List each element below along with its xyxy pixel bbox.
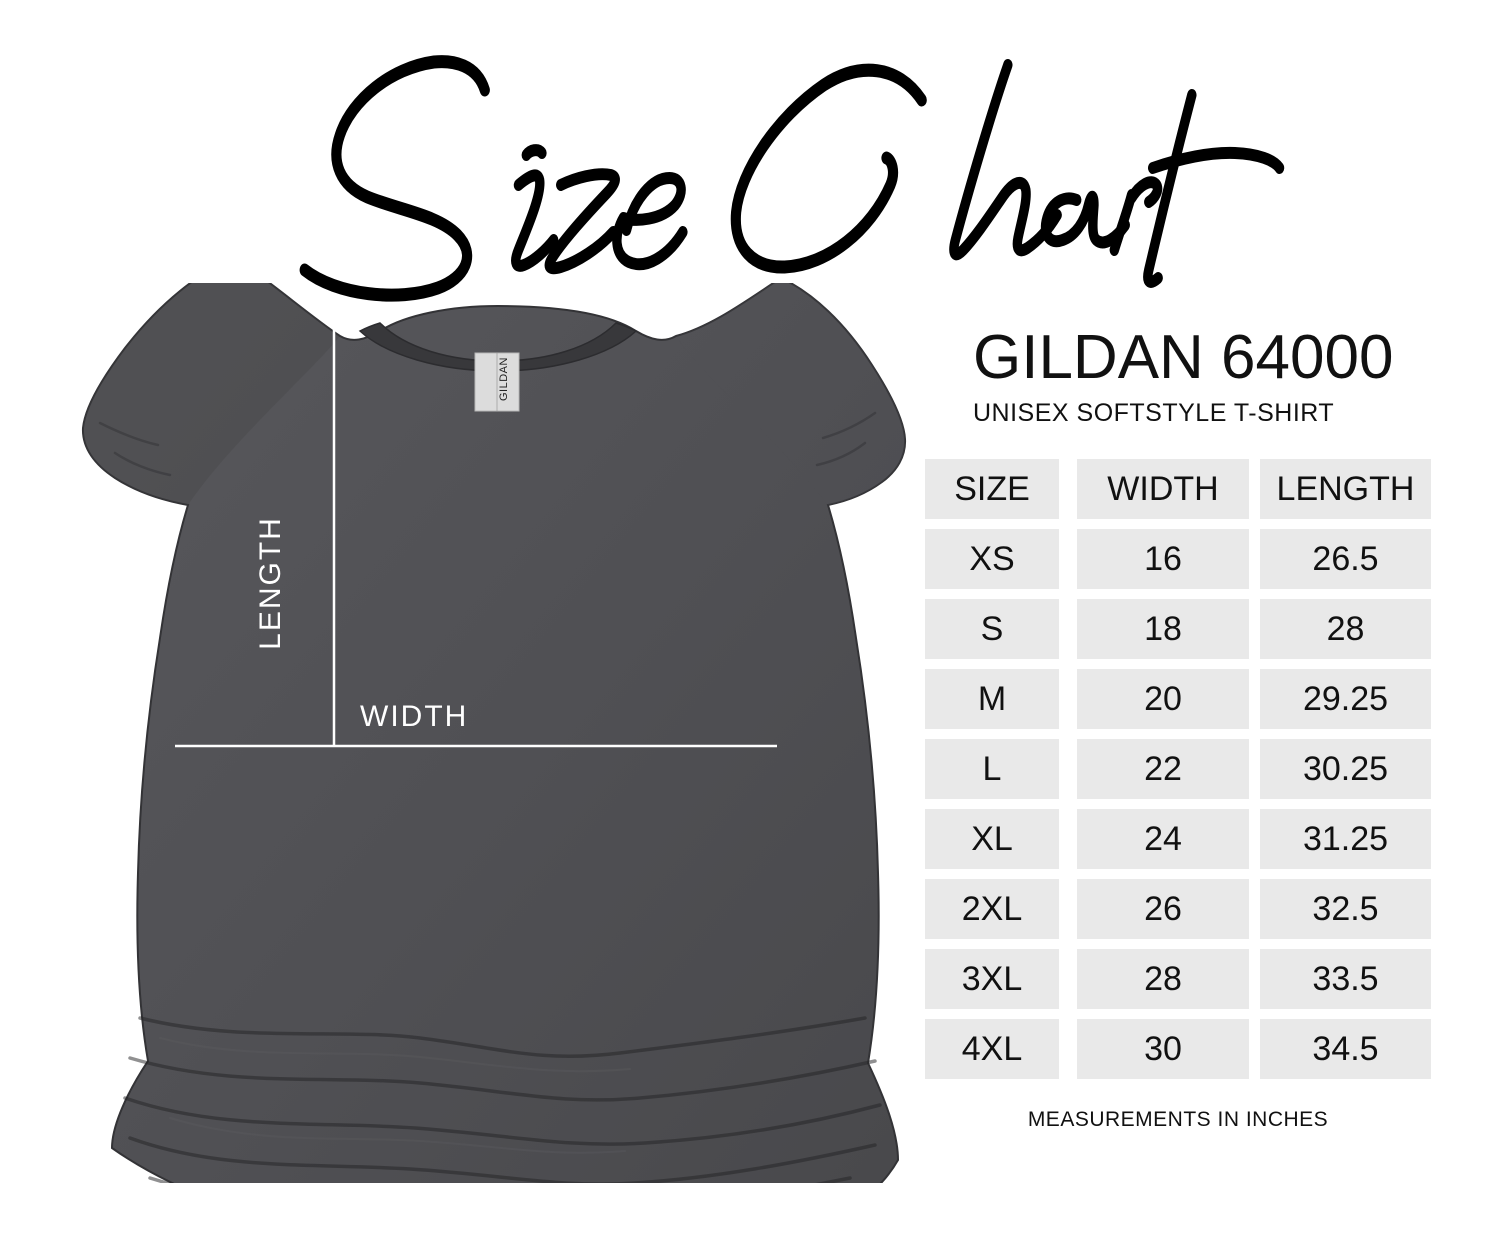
- svg-text:WIDTH: WIDTH: [360, 700, 468, 733]
- svg-text:GILDAN: GILDAN: [498, 357, 510, 401]
- svg-text:LENGTH: LENGTH: [254, 516, 287, 650]
